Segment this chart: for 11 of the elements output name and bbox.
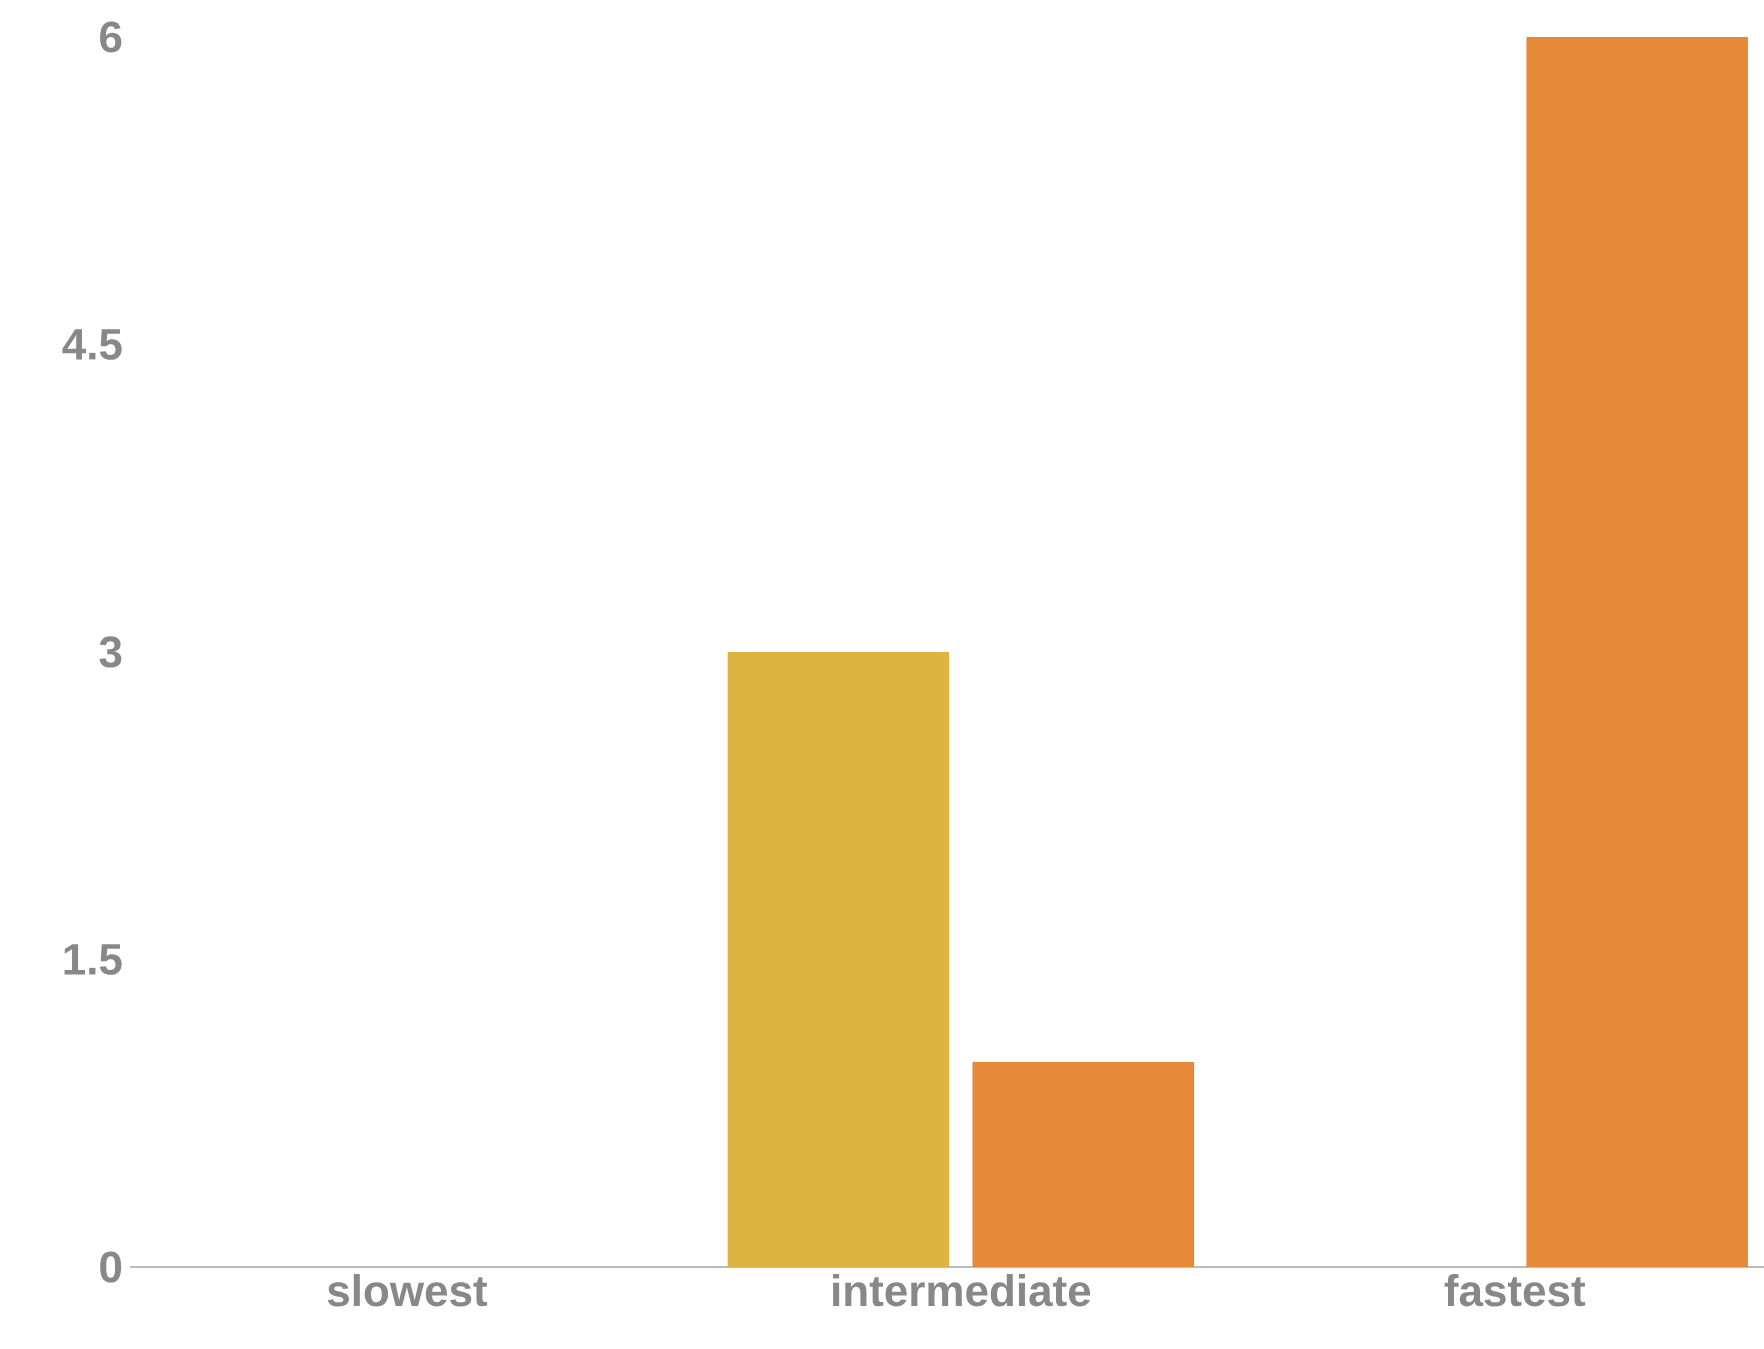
y-tick-label: 3 xyxy=(99,636,122,668)
bar xyxy=(727,652,950,1267)
bar xyxy=(1526,36,1748,1267)
y-tick-label: 0 xyxy=(100,1251,122,1283)
x-tick-label: fastest xyxy=(1444,1274,1586,1307)
y-tick-label: 4.5 xyxy=(62,329,122,360)
x-tick-label: intermediate xyxy=(833,1274,1091,1307)
y-tick-label: 1.5 xyxy=(64,944,122,975)
bar xyxy=(972,1062,1195,1267)
x-tick-label: slowest xyxy=(327,1274,488,1307)
y-tick-label: 6 xyxy=(100,21,122,53)
